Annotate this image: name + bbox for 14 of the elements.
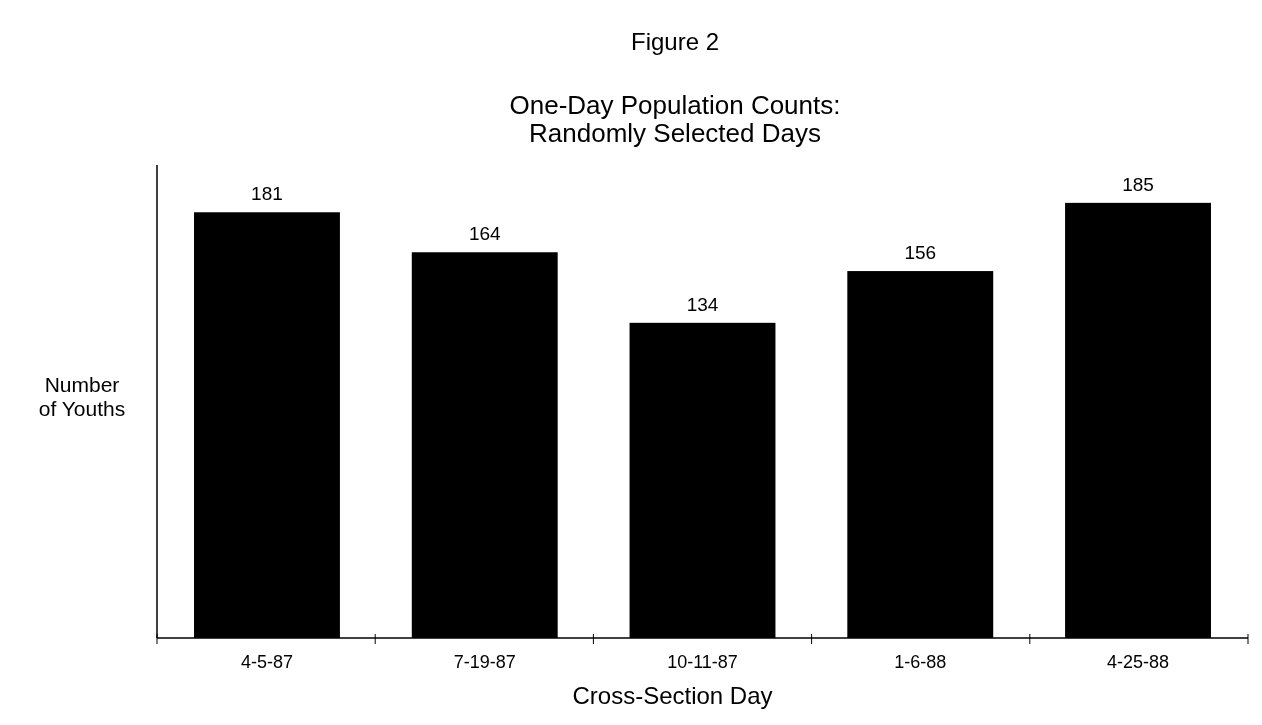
x-tick-label: 4-25-88 [1107,652,1170,672]
data-label: 156 [904,242,937,264]
x-axis-title: Cross-Section Day [572,682,773,709]
x-tick-label: 4-5-87 [240,652,293,672]
caption: Figure 2 [630,28,720,55]
data-label: 185 [1122,173,1154,195]
data-label: 134 [686,293,719,315]
data-label: 181 [251,183,283,205]
chart-title: One-Day Population Counts: Randomly Selected Days [509,90,841,148]
x-tick-label: 10-11-87 [667,652,738,672]
y-axis-title: Number of Youths [38,373,126,420]
data-label: 164 [468,223,502,245]
x-tick-label: 7-19-87 [453,652,516,672]
x-tick-label: 1-6-88 [894,652,947,672]
